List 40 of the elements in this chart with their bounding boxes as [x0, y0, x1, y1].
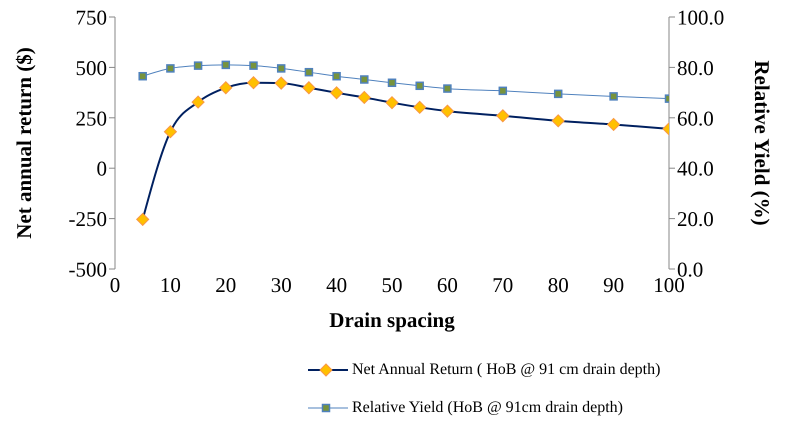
x-tick-label: 30 [270, 272, 292, 297]
x-tick-label: 20 [215, 272, 236, 297]
point [554, 90, 562, 98]
x-tick-label: 40 [326, 272, 348, 297]
point [222, 60, 230, 70]
legend-label: Net Annual Return ( HoB @ 91 cm drain depth) [352, 361, 660, 379]
point [166, 64, 175, 73]
point [332, 72, 341, 80]
point [360, 75, 369, 84]
y-tick-label: 250 [76, 106, 107, 130]
y-tick-label: 750 [76, 5, 107, 30]
x-tick-label: 60 [436, 272, 458, 297]
point [609, 92, 618, 101]
x-tick-label: 80 [548, 272, 569, 297]
y2-tick-label: 100.0 [677, 5, 724, 30]
x-tick-label: 10 [160, 272, 181, 297]
point [498, 86, 508, 96]
y2-axis-title: Relative Yield (%) [750, 60, 774, 226]
x-tick-label: 70 [492, 272, 514, 297]
x-tick-label: 50 [382, 272, 402, 297]
y-tick-label: 0 [96, 156, 107, 181]
y2-tick-label: 80.0 [677, 56, 714, 80]
point [388, 78, 396, 88]
y2-tick-label: 40.0 [677, 156, 714, 181]
y-tick-label: -250 [68, 207, 107, 232]
point [443, 84, 452, 93]
point [194, 61, 202, 70]
point [249, 61, 258, 70]
x-axis-title: Drain spacing [329, 308, 456, 332]
y-axis-title: Net annual return ($) [12, 47, 36, 239]
point [304, 68, 314, 76]
y2-tick-label: 20.0 [677, 207, 714, 232]
y2-tick-label: 60.0 [677, 106, 714, 130]
legend-label: Relative Yield (HoB @ 91cm drain depth) [352, 399, 623, 417]
point [138, 72, 147, 80]
point [276, 64, 286, 73]
point [415, 82, 424, 90]
y-tick-label: 500 [76, 56, 107, 80]
y-tick-label: -500 [68, 257, 107, 282]
x-tick-label: 90 [603, 272, 624, 297]
